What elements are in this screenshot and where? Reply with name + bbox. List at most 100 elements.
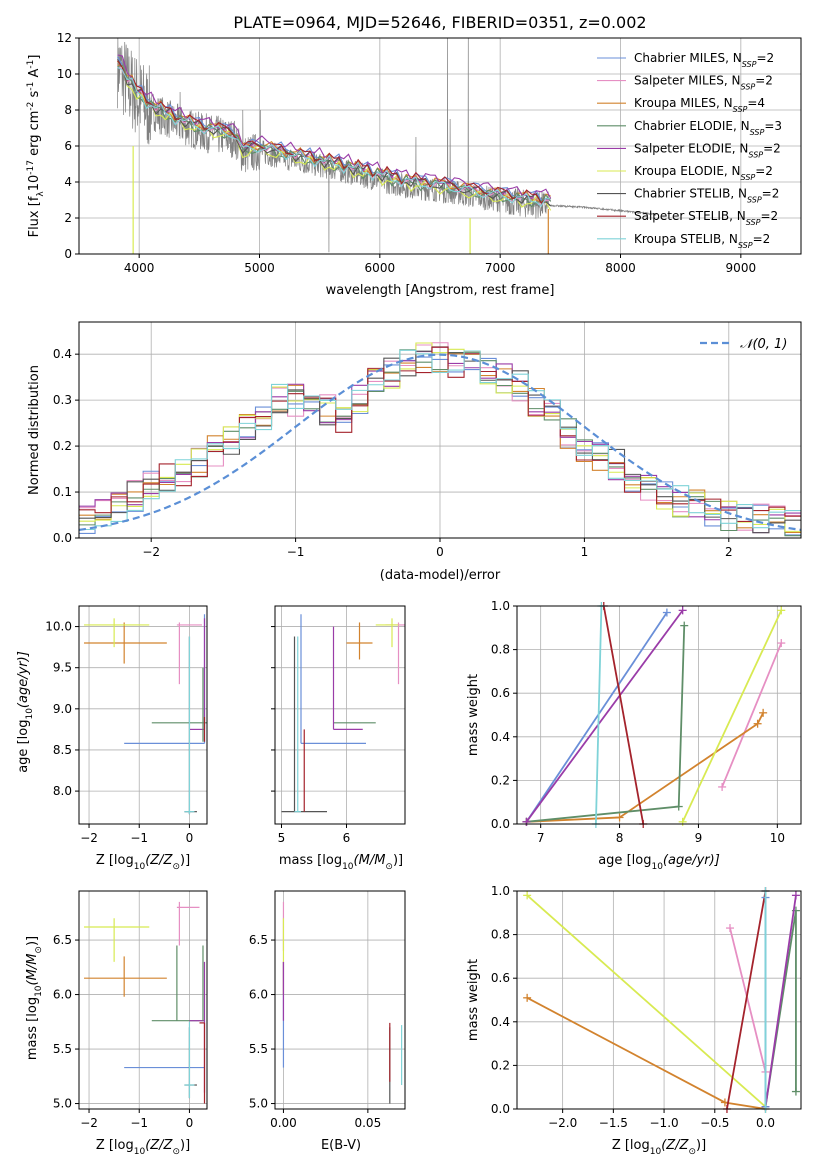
x-tick-label: −1 bbox=[130, 831, 148, 845]
axes-frame bbox=[78, 890, 208, 1110]
x-tick-label: −1 bbox=[287, 545, 305, 559]
x-tick-label: 6000 bbox=[365, 261, 396, 275]
legend-sub: SSP bbox=[747, 195, 762, 204]
y-tick-label: 0.0 bbox=[53, 531, 72, 545]
y-tick-label: 9.5 bbox=[53, 661, 72, 675]
axes-frame bbox=[516, 890, 802, 1110]
x-tick-label: 0 bbox=[186, 1116, 194, 1130]
x-tick-label: −1.5 bbox=[599, 1116, 628, 1130]
x-axis-label: age [log10(age/yr)] bbox=[598, 853, 720, 872]
label-part: ] bbox=[27, 55, 42, 60]
x-tick-label: 8000 bbox=[605, 261, 636, 275]
label-part: )] bbox=[180, 853, 190, 868]
label-part: (age/yr)] bbox=[663, 853, 720, 868]
legend-sub: SSP bbox=[746, 218, 761, 227]
x-axis-label: Z [log10(Z/Z⊙)] bbox=[96, 853, 190, 872]
axes-frame bbox=[274, 890, 406, 1110]
label-part: ⊙ bbox=[172, 1147, 180, 1157]
y-axis-label: age [log10(age/yr)] bbox=[16, 651, 35, 773]
y-tick-label: 6.5 bbox=[249, 933, 268, 947]
y-tick-label: 10.0 bbox=[45, 620, 72, 634]
model-spectrum-5 bbox=[117, 61, 552, 211]
y-tick-label: 6.0 bbox=[53, 988, 72, 1002]
mass-weight-series bbox=[526, 712, 764, 823]
legend-entry: 𝒩(0, 1) bbox=[740, 337, 787, 352]
legend-val: =2 bbox=[762, 187, 780, 201]
label-part: λ bbox=[36, 191, 46, 197]
label-part: erg cm bbox=[27, 111, 42, 160]
spectrum-panel: 4000 5000 6000 7000 8000 9000 0 2 4 6 8 10 12 Chabrie… bbox=[26, 31, 802, 298]
model-spectrum-4 bbox=[117, 54, 552, 200]
x-tick-label: −2.0 bbox=[548, 1116, 577, 1130]
mass-weight-series bbox=[525, 612, 668, 823]
x-tick-label: 0.00 bbox=[270, 1116, 297, 1130]
legend-text: Salpeter MILES, N bbox=[634, 74, 741, 88]
y-tick-label: 0.2 bbox=[491, 773, 510, 787]
label-part: (Z/Z bbox=[661, 1138, 689, 1153]
legend-entry: Salpeter MILES, NSSP=2 bbox=[634, 74, 773, 92]
y-tick-label: 0.8 bbox=[491, 643, 510, 657]
legend-sub: SSP bbox=[748, 150, 763, 159]
residual-histogram-5 bbox=[79, 342, 801, 532]
x-axis-label: (data-model)/error bbox=[380, 568, 501, 583]
mass-weight-series bbox=[764, 895, 797, 1107]
y-tick-label: 8 bbox=[64, 103, 72, 117]
x-tick-label: 4000 bbox=[124, 261, 155, 275]
label-part: A bbox=[27, 69, 42, 82]
label-part: Z [log bbox=[96, 853, 134, 868]
mass-weight-series bbox=[594, 605, 603, 825]
legend-sub: SSP bbox=[741, 173, 756, 182]
y-tick-label: 8.0 bbox=[53, 784, 72, 798]
y-axis-label: mass [log10(M/M⊙)] bbox=[25, 936, 44, 1060]
label-part: Z [log bbox=[612, 1138, 650, 1153]
y-tick-label: 5.0 bbox=[249, 1097, 268, 1111]
label-part: (M/M bbox=[354, 853, 386, 868]
legend-entry: Kroupa ELODIE, NSSP=2 bbox=[634, 164, 773, 182]
x-tick-label: −1.0 bbox=[650, 1116, 679, 1130]
x-tick-label: −2 bbox=[142, 545, 160, 559]
y-tick-label: 8.5 bbox=[53, 743, 72, 757]
mass-weight-series bbox=[525, 609, 684, 823]
residual-histogram-8 bbox=[79, 349, 801, 531]
legend-entry: Salpeter ELODIE, NSSP=2 bbox=[634, 141, 781, 159]
x-tick-label: 5 bbox=[278, 831, 286, 845]
label-part: 10 bbox=[27, 175, 42, 192]
legend-val: =2 bbox=[763, 141, 781, 155]
y-tick-label: 0.2 bbox=[53, 439, 72, 453]
legend-val: =2 bbox=[756, 51, 774, 65]
x-tick-label: 9 bbox=[695, 831, 703, 845]
label-part: 10 bbox=[34, 985, 44, 997]
legend-text: Kroupa STELIB, N bbox=[634, 232, 738, 246]
x-tick-label: 0.0 bbox=[756, 1116, 775, 1130]
label-part: 10 bbox=[134, 862, 146, 872]
x-tick-label: −2 bbox=[80, 831, 98, 845]
x-tick-label: 0.05 bbox=[354, 1116, 381, 1130]
label-part: ⊙ bbox=[34, 946, 44, 954]
y-tick-label: 10 bbox=[57, 67, 72, 81]
label-part: (Z/Z bbox=[145, 853, 173, 868]
mass-weight-series bbox=[526, 894, 767, 1108]
x-tick-label: 1 bbox=[581, 545, 589, 559]
label-part: ⊙ bbox=[688, 1147, 696, 1157]
legend-entry: Kroupa MILES, NSSP=4 bbox=[634, 96, 765, 114]
y-tick-label: 1.0 bbox=[491, 599, 510, 613]
legend-text: Salpeter STELIB, N bbox=[634, 209, 746, 223]
x-axis-label: Z [log10(Z/Z⊙)] bbox=[612, 1138, 706, 1157]
label-part: age [log bbox=[598, 853, 651, 868]
legend-sub: SSP bbox=[742, 60, 757, 69]
legend-text: Salpeter ELODIE, N bbox=[634, 141, 748, 155]
mass-vs-metallicity-panel: −2 −1 05.05.56.06.5Z [log10(Z/Z⊙)]mass [lo… bbox=[25, 890, 208, 1157]
label-part: 10 bbox=[650, 1147, 662, 1157]
y-tick-label: 5.5 bbox=[249, 1042, 268, 1056]
legend-text: Kroupa MILES, N bbox=[634, 96, 733, 110]
legend-entry: Chabrier MILES, NSSP=2 bbox=[634, 51, 774, 69]
mass-weight-series bbox=[729, 927, 767, 1073]
y-tick-label: 0.8 bbox=[491, 928, 510, 942]
axes-frame bbox=[78, 605, 208, 825]
y-tick-label: 5.5 bbox=[53, 1042, 72, 1056]
mass-weight-series bbox=[721, 642, 783, 788]
label-part: mass [log bbox=[25, 997, 40, 1060]
legend-text: Chabrier ELODIE, N bbox=[634, 119, 750, 133]
